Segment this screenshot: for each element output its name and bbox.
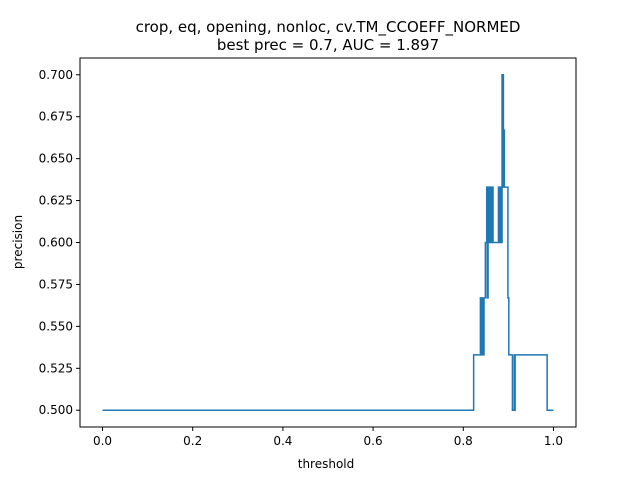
x-tick-label: 0.2 [183, 434, 202, 448]
x-tick-label: 0.6 [364, 434, 383, 448]
plot-area: 0.0 0.2 0.4 0.6 0.8 1.0 0.500 0.525 0.550 0.575 0.… [39, 57, 577, 448]
y-tick-label: 0.625 [39, 194, 73, 208]
y-tick-label: 0.575 [39, 277, 73, 291]
x-tick-label: 0.8 [454, 434, 473, 448]
y-tick-label: 0.550 [39, 319, 73, 333]
x-tick-label: 0.0 [93, 434, 112, 448]
series-line-0 [102, 74, 554, 411]
x-tick-label: 1.0 [544, 434, 563, 448]
x-tick-label: 0.4 [273, 434, 292, 448]
y-tick-label: 0.525 [39, 361, 73, 375]
chart-title-line-2: best prec = 0.7, AUC = 1.897 [217, 36, 439, 54]
x-axis-label: threshold [298, 457, 355, 471]
y-tick-label: 0.700 [39, 68, 73, 82]
y-axis-label: precision [11, 215, 25, 269]
y-tick-label: 0.600 [39, 236, 73, 250]
y-tick-label: 0.500 [39, 403, 73, 417]
y-tick-label: 0.650 [39, 152, 73, 166]
y-tick-label: 0.675 [39, 110, 73, 124]
chart-title-line-1: crop, eq, opening, nonloc, cv.TM_CCOEFF_… [136, 18, 521, 37]
